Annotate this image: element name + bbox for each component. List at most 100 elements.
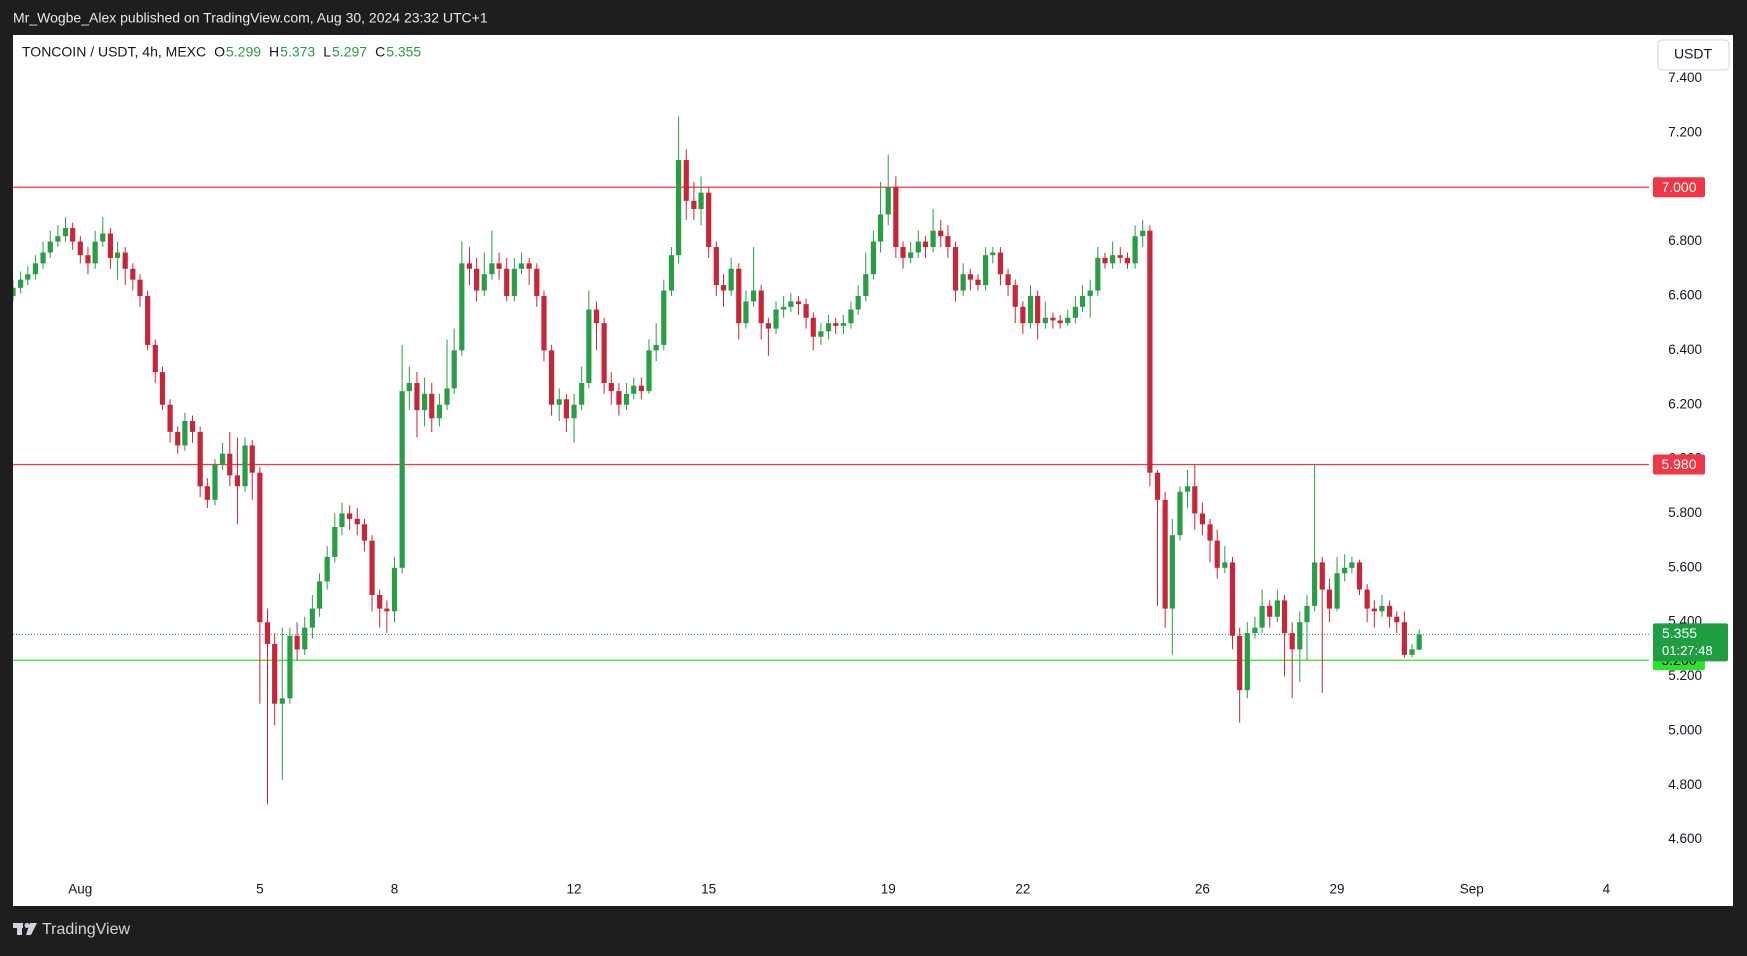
currency-button[interactable] [1657, 39, 1730, 71]
x-tick-label: Sep [1460, 882, 1484, 897]
candle-body [212, 464, 218, 500]
candle-body [62, 228, 69, 237]
candle-body [489, 263, 495, 275]
tradingview-logo [13, 923, 37, 935]
candle-body [1409, 649, 1415, 655]
candle-body [189, 421, 196, 432]
candle-body [915, 241, 921, 253]
candle-body [1050, 317, 1056, 321]
candle-body [234, 475, 241, 487]
y-tick-label: 6.200 [1668, 396, 1702, 411]
candle-body [1087, 290, 1093, 296]
candle-body [47, 241, 53, 253]
candle-body [788, 301, 794, 307]
candle-body [983, 255, 989, 286]
candle-body [1095, 257, 1101, 291]
x-tick-label: 22 [1015, 882, 1030, 897]
candle-body [444, 388, 450, 405]
candle-body [1042, 317, 1048, 324]
candle-body [504, 268, 510, 296]
countdown-label: 01:27:48 [1662, 643, 1713, 658]
candle-body [1057, 320, 1063, 324]
candle-body [451, 350, 457, 389]
y-tick-label: 5.600 [1668, 559, 1702, 574]
candle-body [1312, 562, 1318, 606]
candle-body [1012, 285, 1018, 307]
candle-body [713, 247, 719, 286]
candle-body [1154, 472, 1161, 500]
currency-button-label[interactable]: USDT [1674, 46, 1713, 62]
candle-body [429, 393, 435, 419]
candle-body [159, 372, 166, 405]
candle-body [885, 187, 891, 215]
candle-body [152, 344, 158, 373]
candle-body [182, 421, 188, 446]
candle-body [1244, 633, 1250, 691]
candle-body [1319, 562, 1325, 590]
candle-body [960, 274, 966, 291]
candle-body [571, 404, 577, 419]
candle-body [332, 527, 338, 557]
candle-body [496, 263, 502, 269]
candle-body [683, 160, 689, 201]
symbol-title: TONCOIN / USDT, 4h, MEXC [22, 44, 206, 60]
candle-body [511, 268, 517, 296]
candle-body [563, 399, 570, 419]
candle-body [1199, 513, 1206, 525]
x-tick-label: 15 [701, 882, 716, 897]
candle-body [1394, 616, 1400, 623]
candle-body [967, 274, 973, 280]
candle-body [549, 350, 555, 405]
candle-body [1117, 255, 1123, 258]
candle-body [1401, 622, 1407, 655]
x-tick-label: 8 [391, 882, 399, 897]
candle-body [1326, 589, 1333, 609]
publisher-line: Mr_Wogbe_Alex published on TradingView.c… [13, 10, 488, 26]
candle-body [257, 472, 263, 623]
candle-body [975, 279, 981, 286]
candle-body [1110, 255, 1116, 264]
candle-body [272, 643, 278, 704]
candle-body [1005, 274, 1011, 286]
candle-body [1304, 605, 1310, 623]
candle-body [534, 268, 540, 296]
candle-body [25, 274, 31, 280]
x-tick-label: 26 [1195, 882, 1210, 897]
candle-body [316, 581, 323, 609]
candle-body [1035, 295, 1041, 324]
candle-body [990, 252, 996, 256]
candle-body [1207, 524, 1213, 541]
footer-brand: TradingView [42, 921, 130, 938]
candle-body [466, 263, 473, 269]
logo-part [26, 923, 37, 935]
candle-body [579, 382, 585, 405]
candle-body [1124, 257, 1131, 264]
candle-body [676, 160, 682, 256]
candle-body [750, 290, 757, 302]
level-tag-label: 5.980 [1661, 456, 1696, 472]
candle-body [810, 317, 816, 337]
level-tag [1653, 454, 1705, 475]
candle-body [653, 344, 659, 351]
y-tick-label: 6.400 [1668, 342, 1702, 357]
candle-body [107, 233, 113, 258]
candle-body [220, 453, 226, 465]
candle-body [85, 255, 91, 264]
candle-body [287, 635, 293, 699]
y-tick-label: 5.800 [1668, 505, 1702, 520]
plot-area [13, 116, 1649, 805]
candle-body [938, 230, 944, 237]
candle-body [586, 309, 592, 383]
candle-body [877, 214, 884, 242]
candle-body [1274, 600, 1280, 617]
candle-body [1371, 608, 1377, 612]
ohlc-value: 5.355 [386, 44, 421, 60]
candle-body [1072, 306, 1078, 318]
candle-body [825, 323, 832, 332]
candle-body [1192, 486, 1198, 514]
candle-body [945, 236, 951, 248]
candle-body [1334, 573, 1340, 609]
candle-body [720, 285, 727, 291]
candle-body [691, 200, 697, 209]
